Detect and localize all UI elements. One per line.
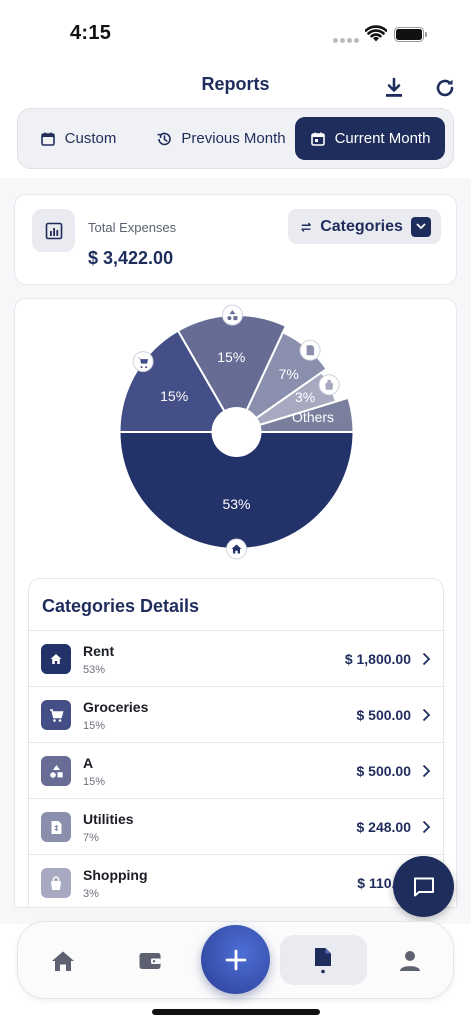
calendar-icon (310, 132, 325, 146)
row-percent: 15% (83, 720, 106, 732)
chevron-right-icon (422, 708, 431, 722)
row-amount: $ 1,800.00 (344, 651, 411, 667)
status-bar: 4:15 (0, 0, 471, 62)
total-expenses-card: Total Expenses $ 3,422.00 Categories (14, 194, 457, 285)
list-item-shopping[interactable]: Shopping 3% $ 110.00 (29, 854, 445, 907)
list-item-a[interactable]: A 15% $ 500.00 (29, 742, 445, 798)
home-icon (41, 644, 71, 674)
row-percent: 7% (83, 832, 99, 844)
bag-icon (318, 374, 340, 396)
expense-pie-chart: 53% 15% 15% 7% 3% Others (118, 304, 355, 560)
battery-icon (394, 27, 427, 42)
chat-icon (413, 877, 434, 896)
signal-icon (333, 38, 359, 44)
cart-icon (41, 700, 71, 730)
nav-wallet[interactable] (130, 941, 170, 981)
tab-label: Current Month (334, 130, 431, 147)
chevron-right-icon (422, 764, 431, 778)
calendar-icon (40, 132, 55, 146)
cart-icon (132, 351, 154, 373)
pie-label: 53% (222, 496, 250, 512)
report-icon (32, 209, 75, 252)
add-icon (225, 949, 246, 970)
history-icon (157, 132, 172, 145)
receipt-icon (41, 812, 71, 842)
nav-home[interactable] (43, 941, 83, 981)
status-time: 4:15 (70, 22, 112, 44)
period-selector: Custom Previous Month Current Month (17, 108, 454, 169)
group-by-dropdown[interactable]: Categories (288, 209, 441, 244)
wallet-icon (139, 953, 161, 969)
tab-previous-month[interactable]: Previous Month (138, 117, 304, 160)
pie-label: 3% (295, 389, 315, 405)
chat-button[interactable] (393, 856, 454, 917)
reports-icon (315, 948, 331, 974)
categories-details: Categories Details Rent 53% $ 1,800.00 G… (28, 578, 445, 907)
pie-label: 7% (279, 366, 299, 382)
chevron-right-icon (422, 652, 431, 666)
swap-icon (301, 222, 311, 232)
row-name: Shopping (83, 867, 148, 883)
chevron-down-icon (410, 216, 431, 237)
header: Reports (0, 62, 471, 108)
row-percent: 53% (83, 664, 106, 676)
chart-card: 53% 15% 15% 7% 3% Others Categories Details R… (14, 298, 457, 908)
shapes-icon (221, 304, 243, 326)
total-expenses-value: $ 3,422.00 (88, 248, 174, 268)
receipt-icon (299, 339, 321, 361)
row-name: Utilities (83, 811, 134, 827)
profile-icon (400, 951, 420, 971)
pie-label: 15% (217, 349, 245, 365)
bag-icon (41, 868, 71, 898)
home-icon (52, 951, 74, 971)
pie-label: Others (292, 409, 334, 425)
details-title: Categories Details (42, 596, 200, 616)
tab-label: Custom (64, 130, 117, 147)
chevron-right-icon (422, 820, 431, 834)
pie-label: 15% (160, 388, 188, 404)
row-name: Groceries (83, 699, 149, 715)
pie-center-hole (211, 407, 262, 457)
tab-label: Previous Month (181, 130, 286, 147)
nav-profile[interactable] (390, 941, 430, 981)
row-amount: $ 248.00 (356, 819, 412, 835)
home-indicator (152, 1009, 320, 1015)
add-transaction-button[interactable] (201, 925, 270, 994)
row-name: Rent (83, 643, 115, 659)
tab-custom[interactable]: Custom (28, 117, 128, 160)
row-amount: $ 500.00 (356, 707, 412, 723)
total-expenses-label: Total Expenses (88, 220, 177, 235)
nav-reports[interactable] (303, 941, 343, 981)
refresh-icon[interactable] (433, 76, 457, 100)
list-item-groceries[interactable]: Groceries 15% $ 500.00 (29, 686, 445, 742)
download-icon[interactable] (382, 76, 406, 100)
tab-current-month[interactable]: Current Month (295, 117, 445, 160)
list-item-rent[interactable]: Rent 53% $ 1,800.00 (29, 630, 445, 686)
row-percent: 15% (83, 776, 106, 788)
shapes-icon (41, 756, 71, 786)
row-percent: 3% (83, 888, 99, 900)
wifi-icon (365, 25, 387, 42)
pie-slice[interactable] (236, 396, 355, 433)
group-by-label: Categories (320, 217, 403, 235)
home-icon (226, 538, 247, 560)
list-item-utilities[interactable]: Utilities 7% $ 248.00 (29, 798, 445, 854)
row-name: A (83, 755, 94, 771)
page-title: Reports (201, 74, 270, 94)
row-amount: $ 500.00 (356, 763, 412, 779)
